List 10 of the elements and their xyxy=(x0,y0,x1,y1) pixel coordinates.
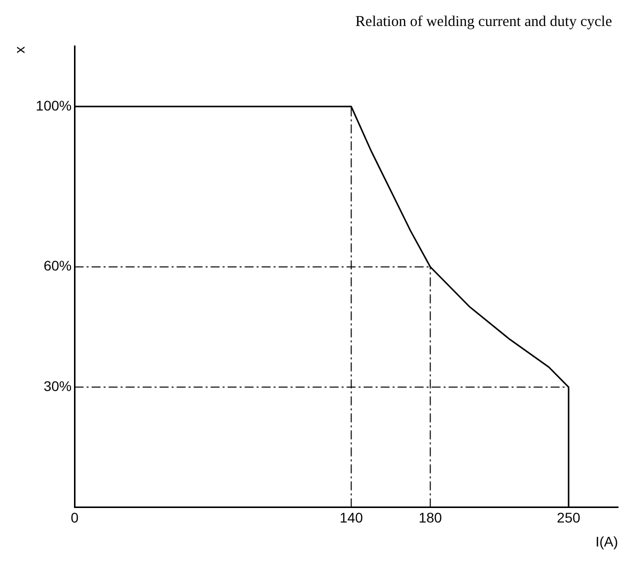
chart-title: Relation of welding current and duty cycle xyxy=(354,13,613,32)
y-tick-label: 100% xyxy=(36,97,72,114)
y-axis-title: x xyxy=(11,46,28,54)
x-axis-title: I(A) xyxy=(595,533,618,550)
x-tick-label: 0 xyxy=(70,510,79,526)
x-tick-label: 180 xyxy=(418,510,442,526)
y-tick-label: 30% xyxy=(44,378,72,394)
x-tick-label: 140 xyxy=(340,510,364,526)
y-tick-label: 60% xyxy=(44,258,72,274)
x-tick-label: 250 xyxy=(556,510,580,526)
